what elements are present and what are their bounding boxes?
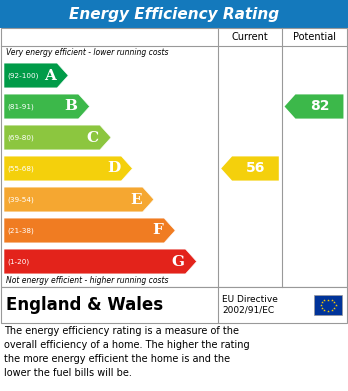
Text: A: A [44, 68, 56, 83]
Text: Energy Efficiency Rating: Energy Efficiency Rating [69, 7, 279, 22]
Text: F: F [152, 224, 163, 237]
Text: England & Wales: England & Wales [6, 296, 163, 314]
Text: the more energy efficient the home is and the: the more energy efficient the home is an… [4, 354, 230, 364]
Text: G: G [172, 255, 184, 269]
Text: EU Directive: EU Directive [222, 296, 278, 305]
Polygon shape [4, 94, 89, 119]
Text: (69-80): (69-80) [7, 134, 34, 141]
Text: 2002/91/EC: 2002/91/EC [222, 305, 274, 314]
Text: The energy efficiency rating is a measure of the: The energy efficiency rating is a measur… [4, 326, 239, 336]
Polygon shape [4, 249, 197, 274]
Text: Current: Current [232, 32, 268, 42]
Polygon shape [4, 218, 175, 243]
Text: C: C [87, 131, 99, 145]
Text: (39-54): (39-54) [7, 196, 34, 203]
Text: D: D [107, 161, 120, 176]
Text: (1-20): (1-20) [7, 258, 29, 265]
Bar [0, 0, 348, 28]
Text: (21-38): (21-38) [7, 227, 34, 234]
Text: (81-91): (81-91) [7, 103, 34, 110]
Polygon shape [4, 125, 111, 150]
Text: B: B [64, 99, 78, 113]
Bar [1, 287, 347, 323]
Text: overall efficiency of a home. The higher the rating: overall efficiency of a home. The higher… [4, 340, 250, 350]
Text: lower the fuel bills will be.: lower the fuel bills will be. [4, 368, 132, 378]
Text: Very energy efficient - lower running costs: Very energy efficient - lower running co… [6, 48, 168, 57]
Polygon shape [4, 63, 68, 88]
Polygon shape [285, 94, 343, 118]
Text: (92-100): (92-100) [7, 72, 38, 79]
Text: 82: 82 [310, 99, 329, 113]
Text: E: E [130, 192, 142, 206]
Bar [1, 28, 347, 287]
Polygon shape [4, 156, 132, 181]
Text: Not energy efficient - higher running costs: Not energy efficient - higher running co… [6, 276, 168, 285]
Polygon shape [221, 156, 279, 181]
Text: 56: 56 [246, 161, 265, 176]
Bar [314, 295, 342, 315]
Text: (55-68): (55-68) [7, 165, 34, 172]
Text: Potential: Potential [293, 32, 335, 42]
Polygon shape [4, 187, 154, 212]
